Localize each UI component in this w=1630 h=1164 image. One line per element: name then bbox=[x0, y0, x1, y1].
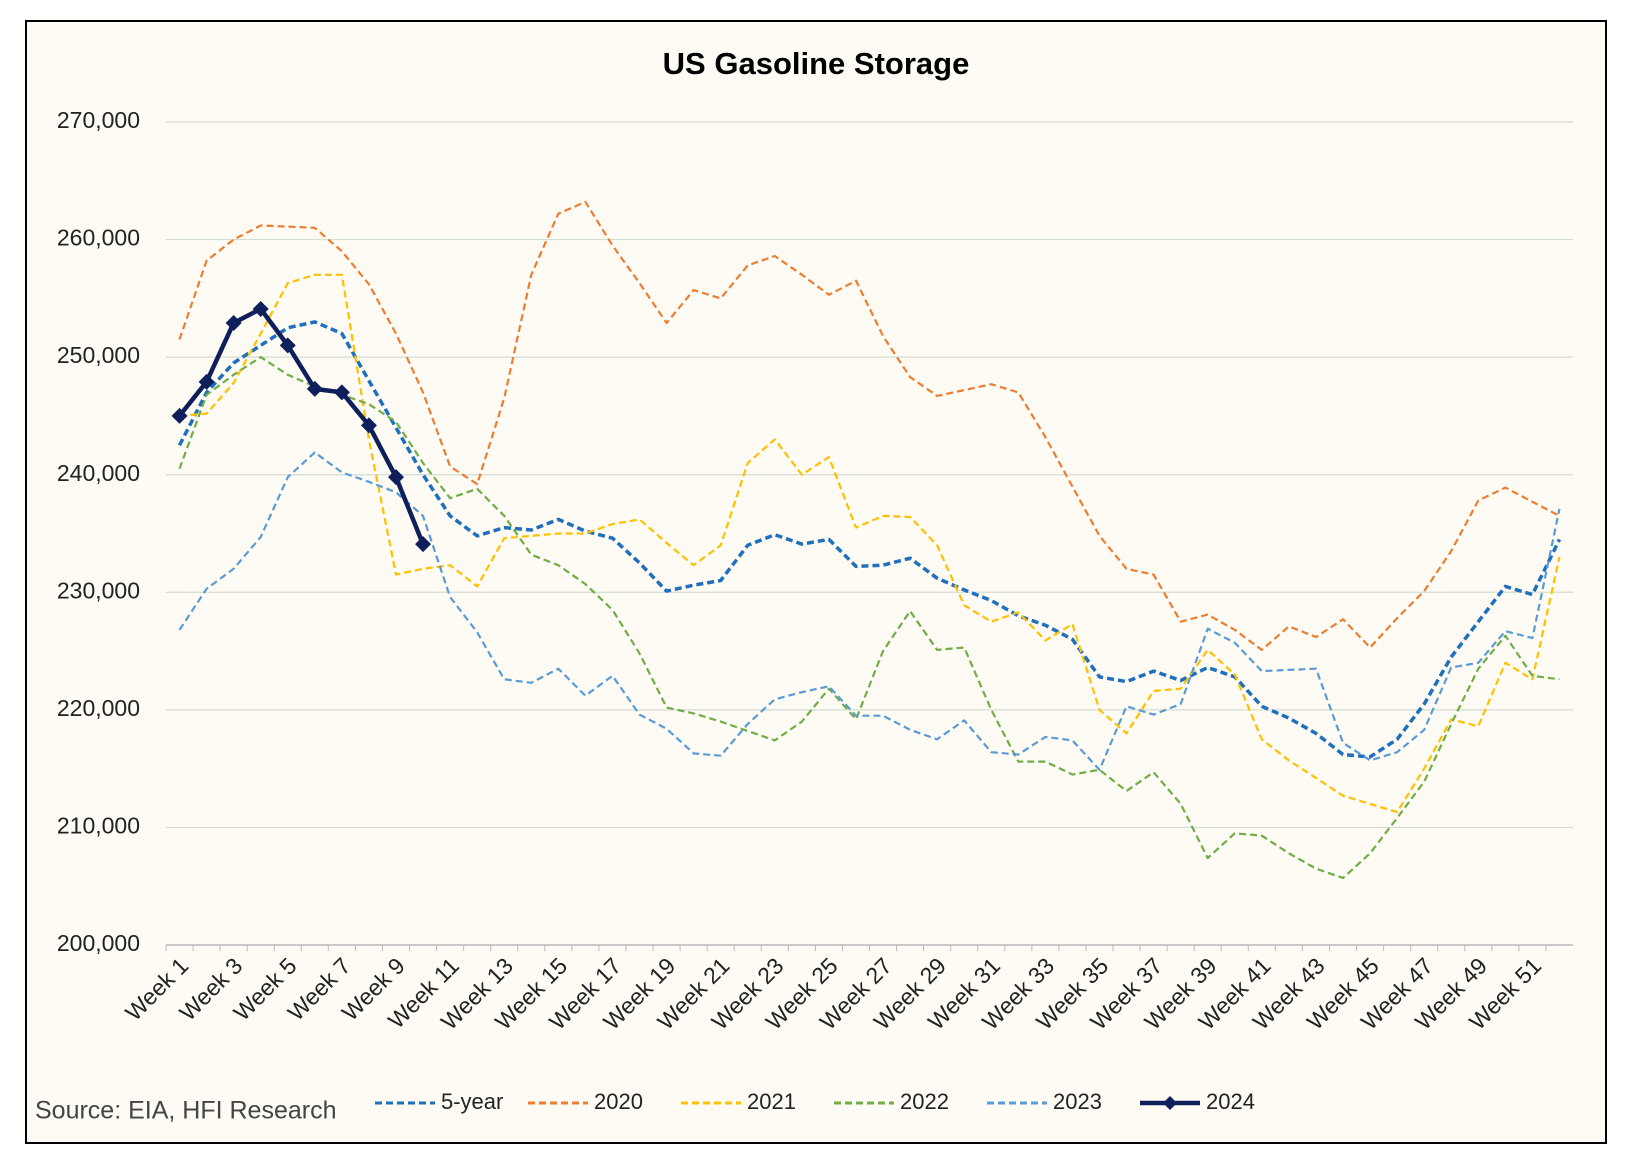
series-line bbox=[179, 273, 1561, 814]
y-tick-label: 260,000 bbox=[57, 225, 140, 251]
series-line bbox=[178, 451, 1561, 771]
series-line bbox=[178, 200, 1561, 651]
y-tick-label: 240,000 bbox=[57, 460, 140, 486]
legend-marker bbox=[1163, 1096, 1177, 1110]
data-point bbox=[333, 384, 350, 401]
y-tick-label: 230,000 bbox=[57, 577, 140, 603]
series-line bbox=[177, 306, 426, 545]
legend-label: 2022 bbox=[900, 1089, 949, 1114]
legend-label: 2024 bbox=[1206, 1089, 1255, 1114]
y-tick-label: 200,000 bbox=[57, 930, 140, 956]
data-point bbox=[387, 469, 404, 486]
legend-label: 2023 bbox=[1053, 1089, 1102, 1114]
y-tick-label: 270,000 bbox=[57, 107, 140, 133]
data-point bbox=[198, 373, 215, 390]
y-tick-label: 210,000 bbox=[57, 813, 140, 839]
data-point bbox=[306, 380, 323, 397]
data-point bbox=[360, 417, 377, 434]
data-point bbox=[225, 315, 242, 332]
data-point bbox=[279, 337, 296, 354]
legend-label: 5-year bbox=[441, 1089, 503, 1114]
chart-title: US Gasoline Storage bbox=[663, 46, 970, 81]
series-line bbox=[177, 320, 1562, 759]
series-line bbox=[178, 356, 1560, 880]
legend-label: 2020 bbox=[594, 1089, 643, 1114]
y-tick-label: 250,000 bbox=[57, 342, 140, 368]
y-tick-label: 220,000 bbox=[57, 695, 140, 721]
data-point bbox=[415, 536, 432, 553]
data-point bbox=[171, 407, 188, 424]
source-note: Source: EIA, HFI Research bbox=[35, 1097, 337, 1125]
data-point bbox=[252, 300, 269, 317]
chart-frame bbox=[25, 20, 1607, 1144]
legend-label: 2021 bbox=[747, 1089, 796, 1114]
